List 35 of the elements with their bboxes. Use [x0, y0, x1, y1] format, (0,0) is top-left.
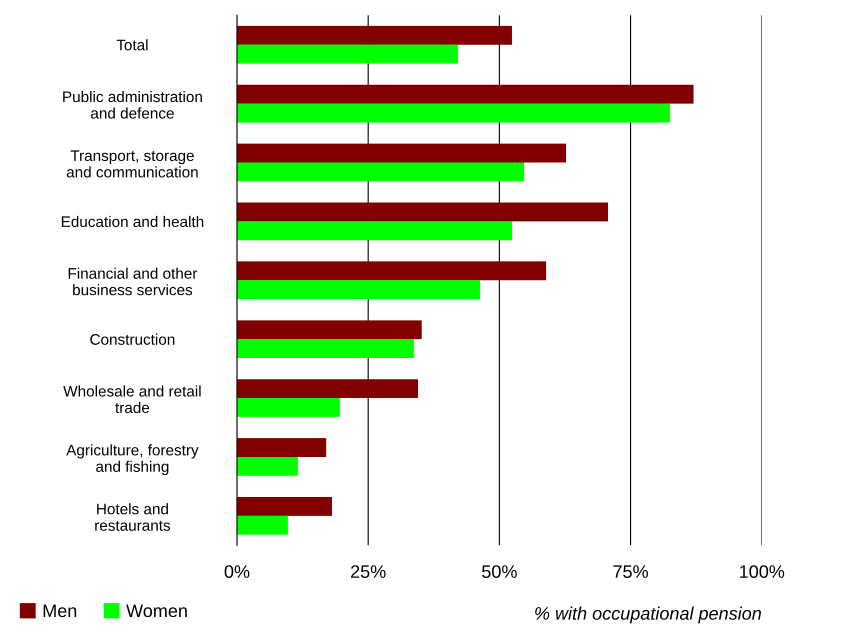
y-tick-label: Hotels and restaurants: [95, 503, 170, 531]
bar: [236, 202, 608, 222]
x-axis-title: % with occupational pension: [535, 606, 761, 624]
bar: [236, 162, 524, 182]
y-tick-label: Agriculture, forestry and fishing: [66, 444, 199, 475]
x-tick-label: 25%: [351, 565, 386, 578]
bar: [236, 379, 418, 398]
y-tick-label: Construction: [90, 334, 174, 345]
y-tick-label: Education and health: [62, 216, 204, 228]
bar: [236, 221, 512, 240]
bar: [236, 496, 332, 516]
x-tick-label: 75%: [613, 565, 648, 578]
bar: [236, 104, 670, 122]
bar: [236, 398, 340, 417]
legend-label: Women: [126, 604, 187, 618]
bar: [236, 84, 694, 104]
y-tick-label: Wholesale and retail trade: [63, 385, 201, 414]
x-tick-label: 50%: [482, 565, 517, 578]
bar: [236, 516, 288, 535]
bar: [236, 44, 458, 64]
bar: [236, 339, 414, 358]
bar: [236, 438, 326, 457]
legend-label: Men: [44, 604, 76, 618]
y-tick-label: Financial and other business services: [68, 268, 198, 296]
y-tick-label: Transport, storage and communication: [66, 150, 198, 178]
bar: [236, 26, 512, 45]
bar: [236, 144, 566, 163]
bar: [236, 261, 546, 280]
bar: [236, 456, 298, 476]
x-tick-label: 0%: [224, 565, 250, 578]
y-tick-label: Total: [116, 39, 148, 50]
y-tick-label: Public administration and defence: [63, 90, 202, 119]
bar: [236, 320, 422, 340]
bar: [236, 280, 480, 300]
x-tick-label: 100%: [740, 565, 784, 578]
